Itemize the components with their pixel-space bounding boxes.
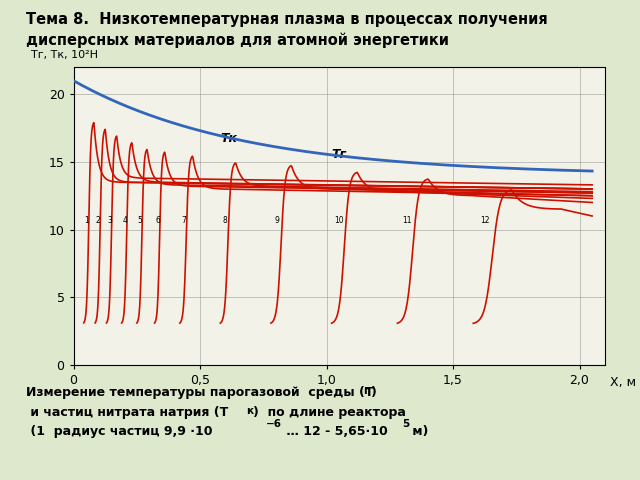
Text: и частиц нитрата натрия (Т: и частиц нитрата натрия (Т	[26, 406, 228, 419]
Text: Тг: Тг	[332, 148, 347, 161]
Text: … 12 - 5,65·10: … 12 - 5,65·10	[282, 425, 387, 438]
Text: Тг, Тк, 10²Н: Тг, Тк, 10²Н	[31, 50, 98, 60]
Text: Тема 8.  Низкотемпературная плазма в процессах получения
дисперсных материалов д: Тема 8. Низкотемпературная плазма в проц…	[26, 12, 547, 48]
Text: 11: 11	[402, 216, 412, 226]
Text: (1  радиус частиц 9,9 ·10: (1 радиус частиц 9,9 ·10	[26, 425, 212, 438]
Text: Измерение температуры парогазовой  среды (Т: Измерение температуры парогазовой среды …	[26, 386, 373, 399]
Text: 2: 2	[96, 216, 100, 226]
Text: )  по длине реактора: ) по длине реактора	[253, 406, 406, 419]
Text: 4: 4	[122, 216, 127, 226]
Text: 3: 3	[107, 216, 112, 226]
Text: Тк: Тк	[220, 132, 237, 144]
Text: ): )	[371, 386, 377, 399]
Text: 5: 5	[402, 419, 409, 429]
Text: м): м)	[408, 425, 429, 438]
Text: к: к	[246, 406, 253, 416]
Text: 6: 6	[155, 216, 160, 226]
Text: 7: 7	[181, 216, 186, 226]
Text: −6: −6	[266, 419, 282, 429]
Text: 10: 10	[334, 216, 344, 226]
Text: 12: 12	[480, 216, 490, 226]
Text: 9: 9	[275, 216, 280, 226]
Text: г: г	[363, 386, 369, 396]
Text: X, м: X, м	[610, 376, 636, 389]
Text: 5: 5	[138, 216, 142, 226]
Text: 1: 1	[84, 216, 89, 226]
Text: 8: 8	[223, 216, 227, 226]
